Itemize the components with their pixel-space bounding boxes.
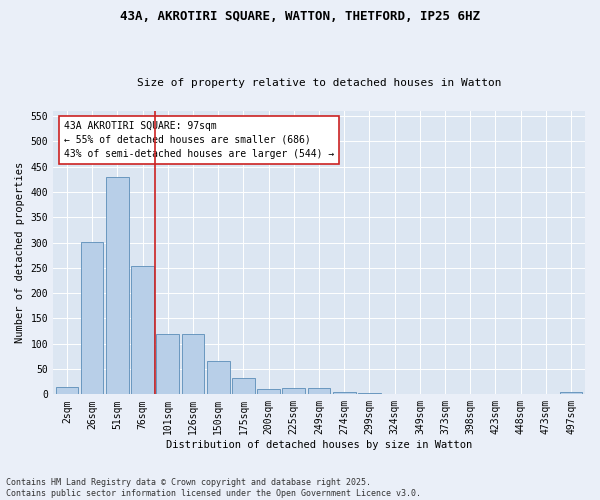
Bar bbox=[81, 242, 103, 394]
Bar bbox=[560, 392, 583, 394]
Bar bbox=[333, 392, 356, 394]
Bar bbox=[56, 386, 78, 394]
Text: Contains HM Land Registry data © Crown copyright and database right 2025.
Contai: Contains HM Land Registry data © Crown c… bbox=[6, 478, 421, 498]
Bar bbox=[308, 388, 331, 394]
Bar bbox=[131, 266, 154, 394]
Y-axis label: Number of detached properties: Number of detached properties bbox=[15, 162, 25, 344]
Title: Size of property relative to detached houses in Watton: Size of property relative to detached ho… bbox=[137, 78, 501, 88]
Bar bbox=[106, 177, 128, 394]
Bar bbox=[232, 378, 255, 394]
X-axis label: Distribution of detached houses by size in Watton: Distribution of detached houses by size … bbox=[166, 440, 472, 450]
Text: 43A AKROTIRI SQUARE: 97sqm
← 55% of detached houses are smaller (686)
43% of sem: 43A AKROTIRI SQUARE: 97sqm ← 55% of deta… bbox=[64, 121, 334, 159]
Bar bbox=[358, 393, 381, 394]
Bar bbox=[207, 362, 230, 394]
Bar bbox=[283, 388, 305, 394]
Bar bbox=[182, 334, 205, 394]
Text: 43A, AKROTIRI SQUARE, WATTON, THETFORD, IP25 6HZ: 43A, AKROTIRI SQUARE, WATTON, THETFORD, … bbox=[120, 10, 480, 23]
Bar bbox=[157, 334, 179, 394]
Bar bbox=[257, 390, 280, 394]
